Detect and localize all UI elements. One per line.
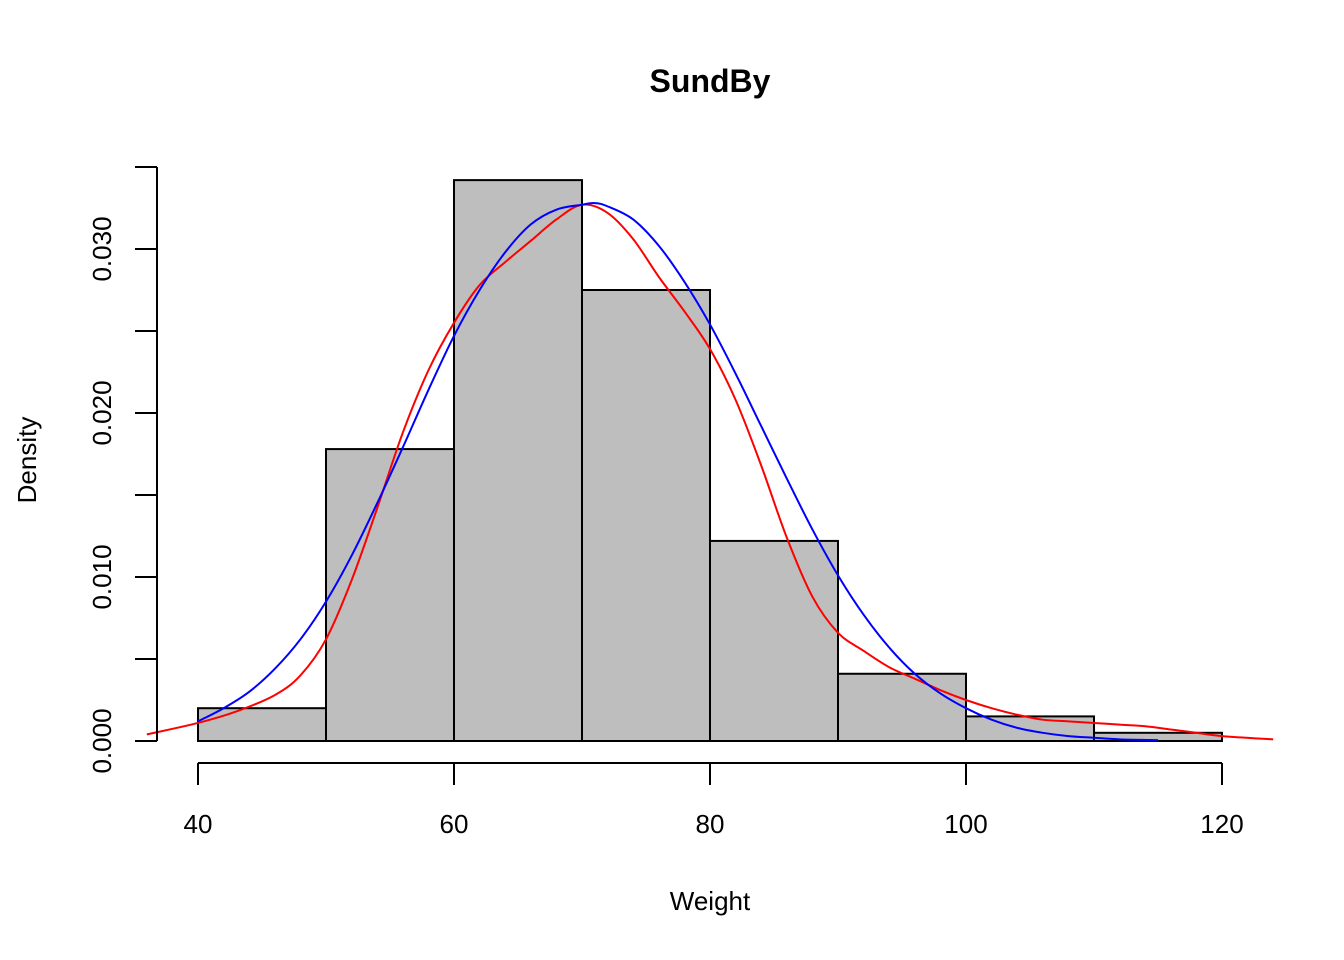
histogram-bar [197, 707, 327, 743]
histogram-bar [453, 179, 583, 742]
histogram-bar [581, 289, 711, 742]
y-tick-label: 0.020 [87, 380, 117, 445]
x-tick-label: 100 [944, 809, 987, 839]
histogram-bar [325, 448, 455, 742]
x-tick-label: 80 [696, 809, 725, 839]
histogram-bar [837, 672, 967, 743]
density-curves [146, 202, 1274, 742]
density-line-blue [197, 202, 1159, 742]
x-tick-label: 120 [1200, 809, 1243, 839]
y-tick-label: 0.000 [87, 708, 117, 773]
histogram-bar [709, 539, 839, 742]
histogram-bars [197, 179, 1223, 743]
x-tick-label: 40 [184, 809, 213, 839]
chart-title: SundBy [650, 63, 771, 99]
y-axis-label: Density [12, 417, 42, 504]
density-line-red [146, 203, 1274, 741]
y-tick-label: 0.010 [87, 544, 117, 609]
y-axis: 0.000 0.010 0.020 0.030 [87, 166, 158, 774]
y-tick-label: 0.030 [87, 216, 117, 281]
x-axis: 40 60 80 100 120 [184, 762, 1244, 839]
x-axis-label: Weight [670, 886, 751, 916]
x-tick-label: 60 [440, 809, 469, 839]
